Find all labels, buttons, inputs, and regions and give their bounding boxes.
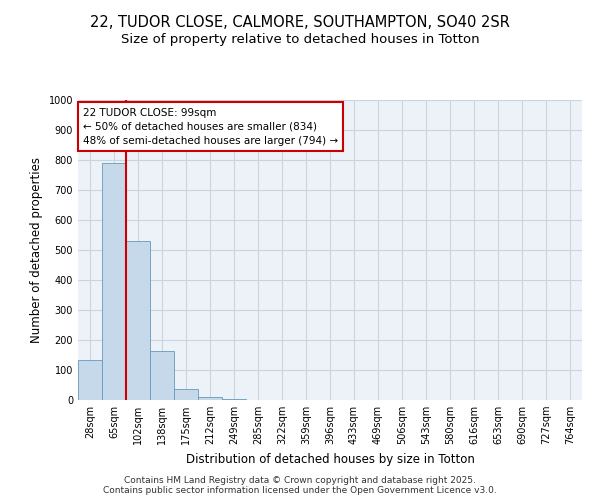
Bar (174, 389, 198, 400)
Bar (78, 360, 102, 400)
Bar (198, 397, 222, 400)
Bar (126, 241, 150, 400)
X-axis label: Distribution of detached houses by size in Totton: Distribution of detached houses by size … (185, 452, 475, 466)
Text: 22 TUDOR CLOSE: 99sqm
← 50% of detached houses are smaller (834)
48% of semi-det: 22 TUDOR CLOSE: 99sqm ← 50% of detached … (83, 108, 338, 146)
Text: Size of property relative to detached houses in Totton: Size of property relative to detached ho… (121, 32, 479, 46)
Bar (150, 351, 174, 400)
Y-axis label: Number of detached properties: Number of detached properties (30, 157, 43, 343)
Text: Contains HM Land Registry data © Crown copyright and database right 2025.
Contai: Contains HM Land Registry data © Crown c… (103, 476, 497, 495)
Text: 22, TUDOR CLOSE, CALMORE, SOUTHAMPTON, SO40 2SR: 22, TUDOR CLOSE, CALMORE, SOUTHAMPTON, S… (90, 15, 510, 30)
Bar (102, 163, 126, 400)
